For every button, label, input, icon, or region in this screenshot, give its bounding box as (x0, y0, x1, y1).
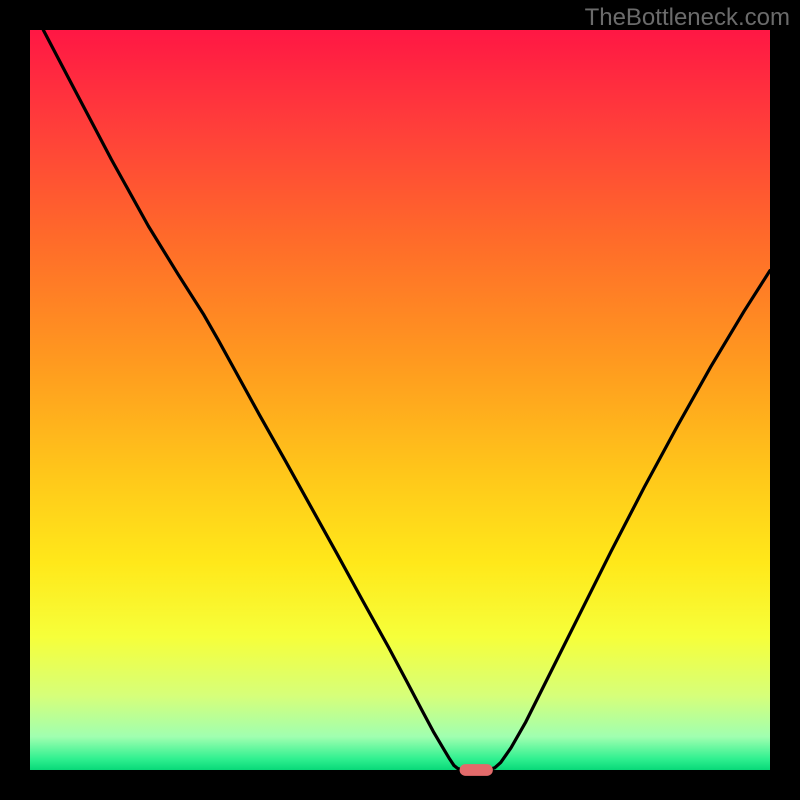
bottleneck-chart (0, 0, 800, 800)
attribution-text: TheBottleneck.com (585, 4, 790, 32)
plot-background (30, 30, 770, 770)
optimal-point-marker (460, 764, 493, 776)
